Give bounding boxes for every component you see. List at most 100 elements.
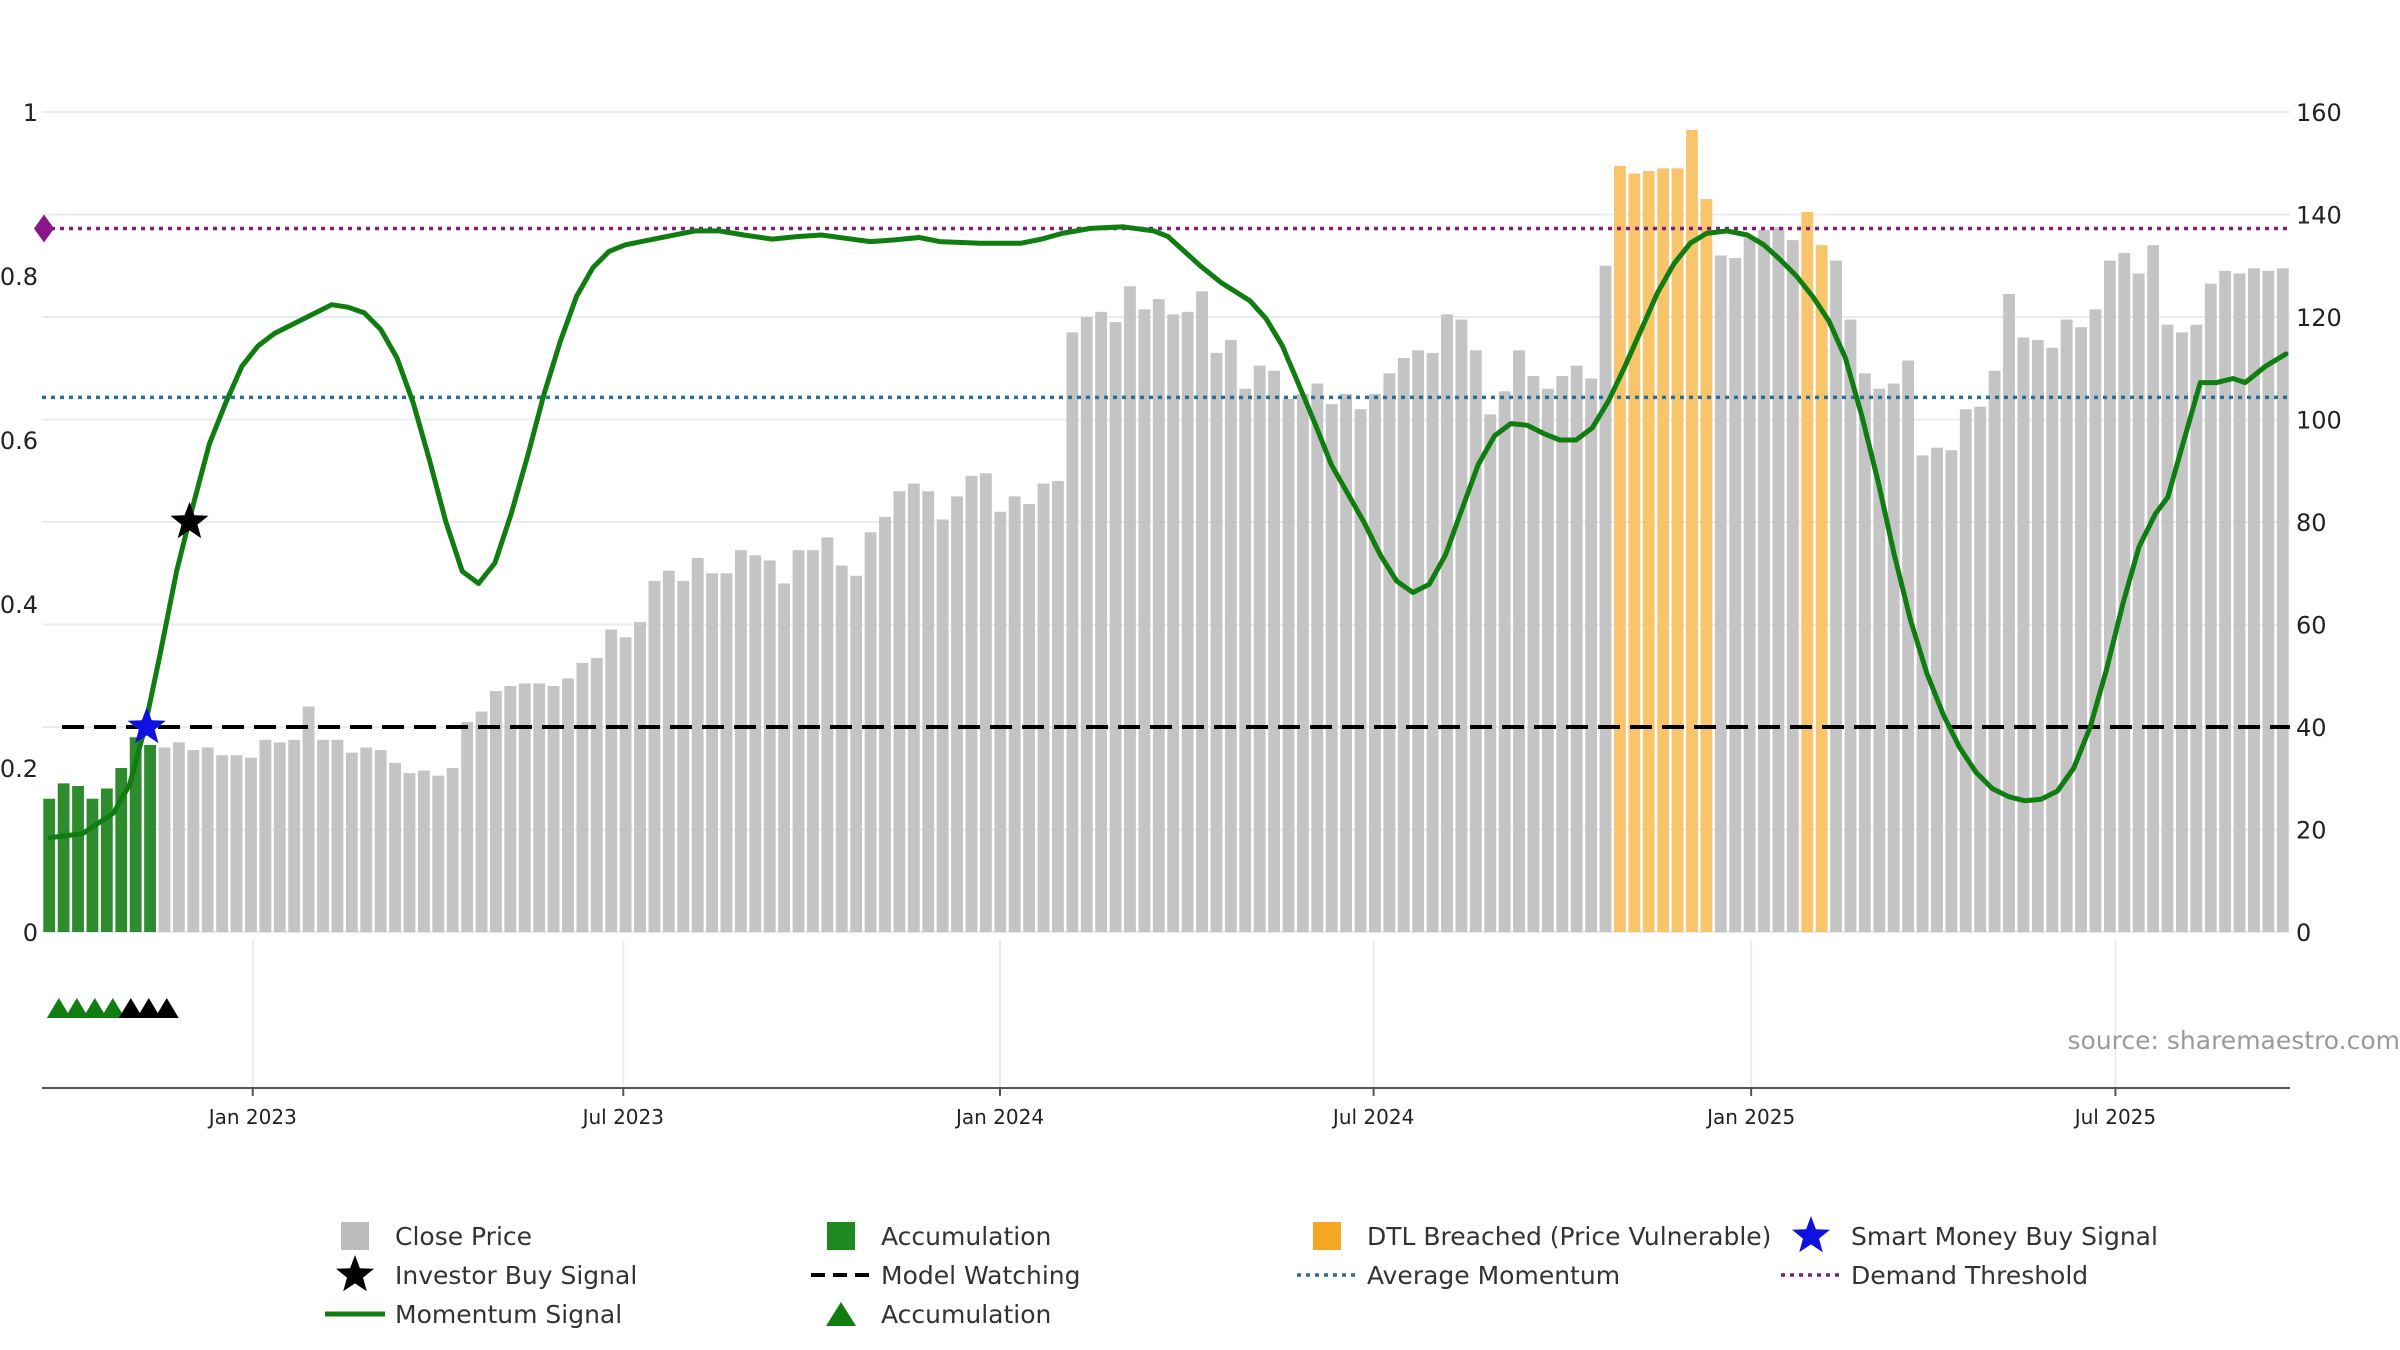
price-bar: [2132, 273, 2145, 932]
legend-triangle: [826, 1302, 856, 1326]
price-bar: [1124, 286, 1136, 932]
price-bar: [605, 629, 618, 932]
price-bars: [43, 129, 2289, 932]
price-bar: [1758, 229, 1770, 932]
price-bar: [951, 496, 963, 932]
legend-item: Model Watching: [811, 1261, 1081, 1290]
price-bar: [129, 737, 142, 932]
price-bar: [201, 747, 214, 932]
signal-markers: [46, 502, 209, 1018]
price-bar: [2219, 270, 2232, 932]
price-bar: [662, 570, 675, 932]
price-bar: [1714, 255, 1727, 932]
price-bar: [1412, 350, 1425, 932]
price-bar: [2276, 268, 2289, 932]
price-bar: [216, 755, 229, 932]
price-bar: [2060, 319, 2073, 932]
price-bar: [288, 739, 301, 932]
right-tick-label: 20: [2296, 817, 2327, 845]
price-bar: [1858, 373, 1871, 932]
legend-item: Smart Money Buy Signal: [1792, 1216, 2158, 1253]
price-bar: [72, 785, 84, 932]
price-bar: [1614, 165, 1626, 932]
price-bar: [1080, 317, 1093, 932]
right-tick-label: 160: [2296, 99, 2342, 127]
price-bar: [417, 770, 430, 932]
price-bar: [273, 742, 286, 932]
x-tick-label: Jan 2024: [954, 1105, 1044, 1129]
price-bar: [1931, 447, 1943, 932]
price-bar: [187, 750, 200, 932]
price-bar: [1527, 375, 1540, 932]
price-bar: [1671, 168, 1684, 932]
legend-swatch: [1313, 1222, 1341, 1250]
price-bar: [1513, 350, 1525, 932]
price-bar: [1037, 483, 1050, 932]
price-bar: [2075, 327, 2087, 932]
price-bar: [1729, 258, 1742, 932]
legend-star: [336, 1255, 374, 1292]
price-bar: [432, 775, 445, 932]
reference-lines: [34, 214, 2290, 729]
price-bar: [763, 560, 776, 932]
legend-label: Demand Threshold: [1851, 1261, 2088, 1290]
price-bar: [979, 473, 992, 932]
accumulation-triangle: [100, 998, 125, 1018]
price-bar: [2204, 283, 2217, 932]
price-bar: [1066, 332, 1079, 932]
price-bar: [172, 742, 185, 932]
investor-buy-signal-star: [170, 502, 209, 539]
price-bar: [1541, 388, 1554, 932]
momentum-signal-line: [47, 224, 2289, 841]
price-bar: [1239, 388, 1252, 932]
price-bar: [1369, 393, 1381, 932]
price-bar: [1599, 265, 1612, 932]
price-bar: [1556, 375, 1569, 932]
price-bar: [446, 768, 459, 932]
legend-item: DTL Breached (Price Vulnerable): [1313, 1222, 1771, 1251]
price-bar: [475, 711, 488, 932]
right-tick-label: 60: [2296, 612, 2327, 640]
x-tick-label: Jan 2025: [1705, 1105, 1795, 1129]
price-bar: [2017, 337, 2030, 932]
legend-label: Accumulation: [881, 1222, 1051, 1251]
price-bar: [2176, 332, 2188, 932]
right-tick-label: 140: [2296, 202, 2342, 230]
demand-threshold-marker: [34, 214, 54, 243]
legend-item: Momentum Signal: [325, 1300, 622, 1329]
right-tick-label: 40: [2296, 714, 2327, 742]
price-bar: [2031, 340, 2044, 932]
price-bar: [461, 721, 474, 932]
price-bar: [1498, 391, 1511, 932]
price-bar: [2190, 324, 2203, 932]
legend-label: Smart Money Buy Signal: [1851, 1222, 2158, 1251]
price-bar: [1253, 365, 1266, 932]
price-bar: [100, 788, 113, 932]
price-bar: [1196, 291, 1208, 932]
price-bar: [1657, 168, 1670, 932]
price-bar: [374, 750, 387, 932]
price-bar: [835, 565, 848, 932]
price-bar: [1830, 260, 1842, 932]
price-bar: [158, 747, 171, 932]
price-bar: [144, 744, 156, 932]
left-tick-label: 0.2: [0, 755, 38, 783]
price-bar: [1224, 340, 1237, 932]
price-bar: [1210, 352, 1223, 932]
price-bar: [389, 762, 401, 932]
price-bar: [1095, 311, 1108, 932]
price-bar: [1686, 129, 1698, 932]
price-bar: [1844, 319, 1857, 932]
legend-item: Demand Threshold: [1781, 1261, 2088, 1290]
smart-money-buy-signal-star: [127, 707, 166, 744]
price-bar: [864, 532, 877, 932]
axes: Jan 2023 Jul 2023 Jan 2024 Jul 2024 Jan 2025…: [0, 99, 2342, 1129]
price-bar: [331, 739, 344, 932]
price-bar: [634, 621, 646, 932]
price-bar: [1023, 504, 1036, 932]
price-bar: [115, 768, 128, 932]
x-tick-label: Jul 2023: [581, 1105, 664, 1129]
price-bar: [1815, 245, 1828, 932]
price-bar: [821, 537, 834, 932]
legend-item: Accumulation: [826, 1300, 1051, 1329]
